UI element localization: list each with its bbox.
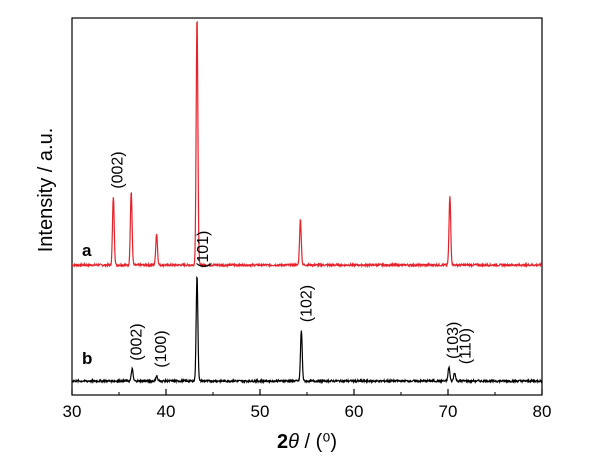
x-axis-title-prefix: 2 <box>277 431 288 453</box>
peak-label: (100) <box>153 330 170 367</box>
peak-label: (002) <box>128 323 145 360</box>
x-tick-label: 30 <box>63 402 82 421</box>
series-a-label: a <box>82 241 92 260</box>
series-b-label: b <box>82 349 92 368</box>
peak-labels: (002) (002) (100) (101) (102) (103)(110) <box>110 151 475 367</box>
peak-label: (102) <box>299 285 316 322</box>
x-tick-label: 70 <box>439 402 458 421</box>
series-line-a <box>71 20 543 269</box>
peak-label: (110) <box>457 328 474 364</box>
series-line-b <box>71 275 543 385</box>
x-axis-title: 2θ / (⁰) <box>277 431 337 453</box>
x-axis-title-theta: θ <box>288 431 299 453</box>
y-axis-title: Intensity / a.u. <box>35 128 57 253</box>
x-tick-label: 60 <box>345 402 364 421</box>
x-tick-label: 40 <box>157 402 176 421</box>
x-tick-label: 80 <box>533 402 552 421</box>
peak-label: (002) <box>110 151 127 188</box>
peak-label: (101) <box>195 231 212 268</box>
x-tick-label: 50 <box>251 402 270 421</box>
series-layer <box>71 20 543 385</box>
x-axis-title-suffix: / (⁰) <box>299 431 337 453</box>
x-axis-ticks: 30 40 50 60 70 80 <box>63 389 552 421</box>
peak-label: (103) <box>445 322 462 359</box>
